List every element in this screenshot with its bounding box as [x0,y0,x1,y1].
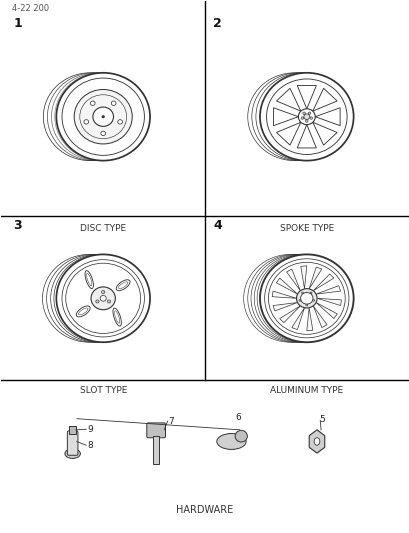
Ellipse shape [308,112,310,115]
Ellipse shape [259,254,353,342]
Ellipse shape [85,271,93,288]
Ellipse shape [216,433,245,449]
Ellipse shape [65,449,80,458]
Ellipse shape [84,120,88,124]
Polygon shape [312,274,333,291]
Ellipse shape [101,115,105,118]
Ellipse shape [107,300,110,303]
Polygon shape [297,125,316,148]
Text: 4: 4 [213,219,221,232]
Polygon shape [316,298,341,305]
Ellipse shape [101,290,105,294]
Ellipse shape [312,300,314,301]
Ellipse shape [309,117,312,119]
Ellipse shape [91,287,115,310]
Text: 3: 3 [13,219,22,232]
Ellipse shape [68,265,138,331]
Polygon shape [315,108,339,126]
Text: 9: 9 [87,425,92,434]
Ellipse shape [93,107,113,126]
Ellipse shape [96,300,99,303]
Ellipse shape [113,308,121,326]
FancyBboxPatch shape [146,423,165,438]
Text: 8: 8 [87,441,92,450]
Polygon shape [297,85,316,109]
Ellipse shape [76,306,90,317]
Polygon shape [276,122,300,145]
Ellipse shape [101,131,105,135]
Ellipse shape [270,83,342,151]
Ellipse shape [90,101,95,106]
Ellipse shape [111,101,116,106]
Polygon shape [312,88,336,111]
Text: HARDWARE: HARDWARE [176,505,233,515]
Polygon shape [272,291,296,298]
Ellipse shape [305,304,307,306]
Polygon shape [308,267,321,289]
Ellipse shape [298,109,315,125]
Text: 7: 7 [168,417,174,426]
Ellipse shape [313,438,319,445]
Ellipse shape [301,292,303,294]
Ellipse shape [56,73,150,160]
Ellipse shape [234,430,247,442]
Ellipse shape [296,289,316,308]
Text: 6: 6 [235,413,241,422]
Polygon shape [286,269,300,291]
Ellipse shape [305,120,307,122]
Text: 2: 2 [213,17,221,30]
Text: SPOKE TYPE: SPOKE TYPE [279,224,333,233]
Polygon shape [273,108,298,126]
Polygon shape [272,303,297,311]
Bar [69,426,76,433]
Ellipse shape [100,295,106,301]
Text: 1: 1 [13,17,22,30]
Polygon shape [276,88,300,111]
Ellipse shape [298,300,300,301]
Ellipse shape [259,73,353,160]
Bar [153,436,159,464]
Ellipse shape [56,254,150,342]
Text: ALUMINUM TYPE: ALUMINUM TYPE [270,386,342,395]
Text: SLOT TYPE: SLOT TYPE [79,386,126,395]
Ellipse shape [303,114,309,119]
Ellipse shape [116,280,130,290]
Polygon shape [291,308,304,329]
Text: 5: 5 [318,415,324,424]
Ellipse shape [309,292,311,294]
Ellipse shape [300,117,303,119]
FancyBboxPatch shape [67,431,78,455]
Polygon shape [279,306,300,322]
Ellipse shape [300,293,312,304]
Polygon shape [312,306,326,328]
Polygon shape [276,278,297,294]
Ellipse shape [117,120,122,124]
Ellipse shape [302,112,305,115]
Polygon shape [315,286,340,294]
Polygon shape [312,122,336,145]
Ellipse shape [270,264,342,333]
Text: DISC TYPE: DISC TYPE [80,224,126,233]
Ellipse shape [74,90,132,144]
Polygon shape [300,266,306,289]
Polygon shape [315,303,337,319]
Text: 4-22 200: 4-22 200 [11,4,49,13]
Polygon shape [306,308,312,331]
